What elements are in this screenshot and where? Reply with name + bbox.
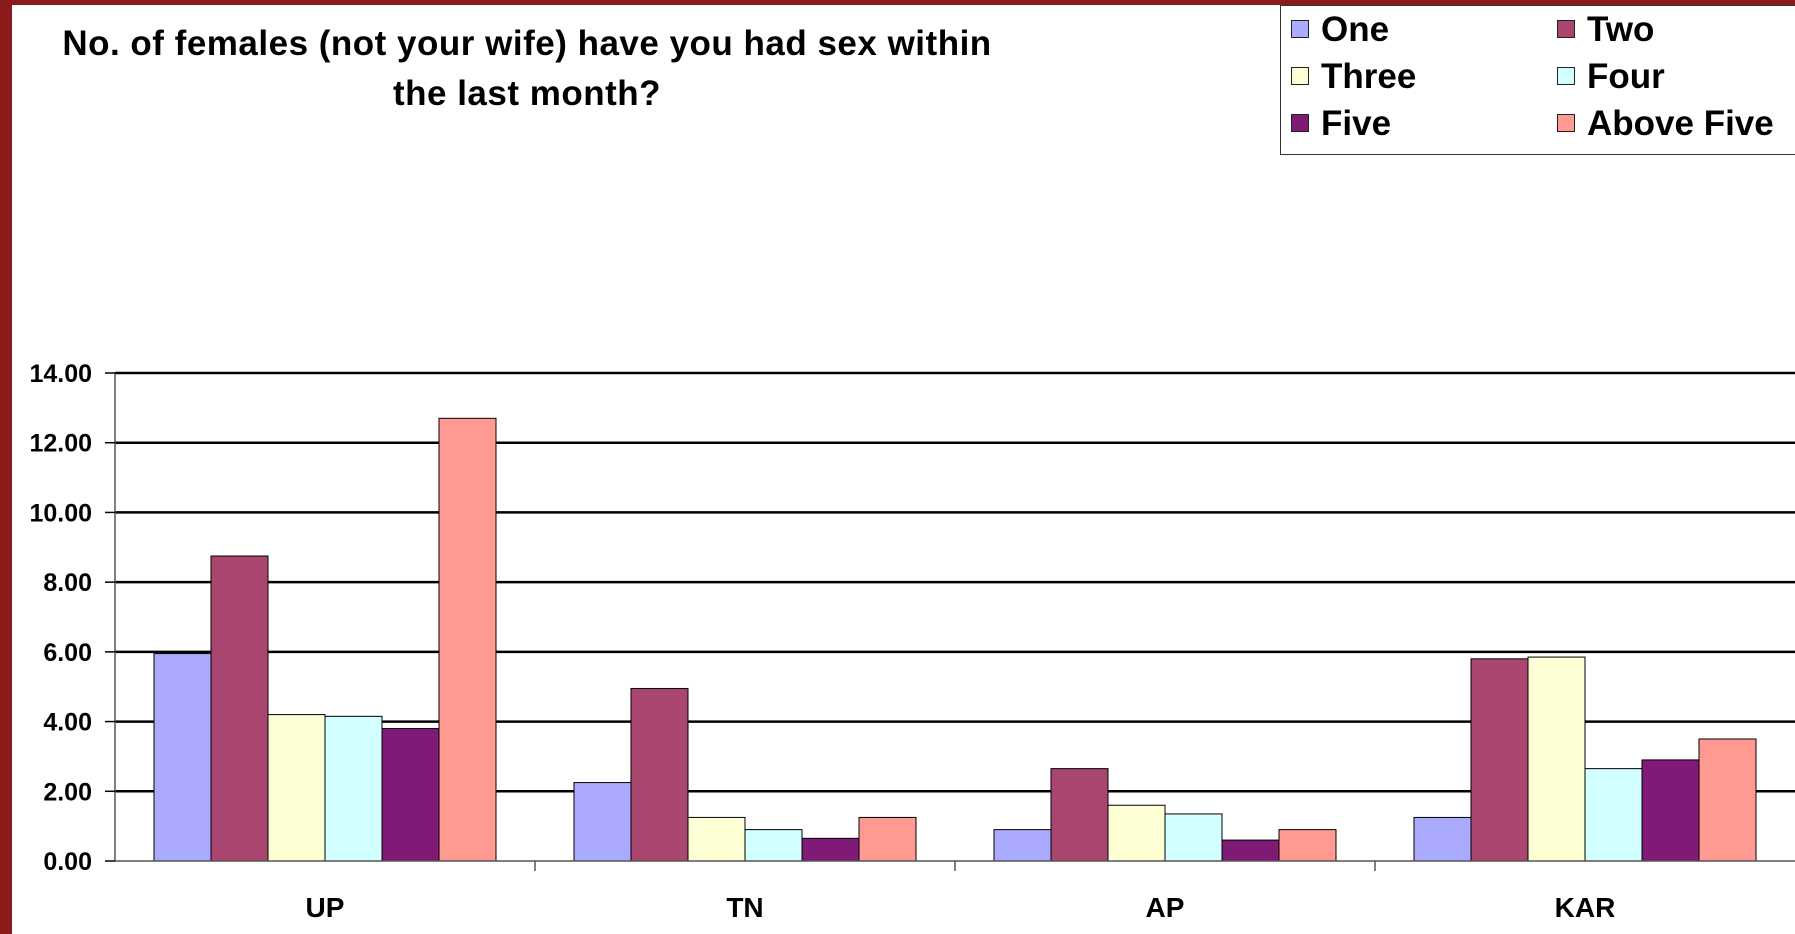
y-tick-label: 12.00 [29,430,92,458]
legend-label: Two [1587,10,1655,49]
y-tick-label: 4.00 [43,709,92,737]
legend-label: Four [1587,57,1665,96]
legend-item-one: One [1291,10,1389,50]
legend-item-four: Four [1557,57,1665,97]
x-category-label: KAR [1555,892,1616,923]
bar-one-ap [993,829,1052,862]
bar-five-ap [1221,839,1280,862]
chart-title: No. of females (not your wife) have you … [12,19,1042,119]
legend-label: Three [1321,57,1417,96]
bar-one-up [153,653,212,862]
bar-four-ap [1164,813,1223,862]
bar-three-up [267,714,326,862]
y-tick-label: 0.00 [43,848,92,876]
legend-swatch [1557,113,1575,132]
legend-item-above-five: Above Five [1557,104,1774,144]
y-tick-label: 10.00 [29,499,92,527]
x-category-label: TN [726,892,763,923]
bar-two-ap [1050,768,1109,862]
chart-title-line-2: the last month? [392,74,662,113]
bar-chart: 0.00 2.00 4.00 6.00 8.00 10.00 12.00 14.00 UP TN… [29,360,1795,923]
legend-swatch [1557,19,1575,38]
legend-swatch [1291,19,1309,38]
bar-above-five-up [438,417,497,862]
legend-swatch [1291,113,1309,132]
bar-one-tn [573,782,632,862]
x-category-label: UP [306,892,345,923]
chart-frame: No. of females (not your wife) have you … [12,5,1795,934]
bar-five-tn [801,837,860,862]
bar-five-up [381,728,440,862]
y-axis-ticks: 0.00 2.00 4.00 6.00 8.00 10.00 12.00 14.00 [29,360,115,876]
y-tick-label: 14.00 [29,360,92,388]
bar-two-up [210,555,269,862]
y-tick-label: 6.00 [43,639,92,667]
bar-above-five-kar [1698,738,1757,862]
legend-item-three: Three [1291,57,1416,97]
y-tick-label: 2.00 [43,778,92,806]
axes [114,373,1795,871]
bar-three-kar [1527,656,1586,862]
bar-three-tn [687,816,746,862]
y-tick-label: 8.00 [43,569,92,597]
bar-five-kar [1641,759,1700,862]
legend-swatch [1557,66,1575,85]
legend-label: One [1321,10,1390,49]
bars [153,417,1757,862]
legend-item-two: Two [1557,10,1654,50]
chart-title-line-1: No. of females (not your wife) have you … [62,24,992,63]
legend-label: Five [1321,104,1392,143]
bar-three-ap [1107,804,1166,862]
bar-four-tn [744,829,803,862]
legend-label: Above Five [1587,104,1774,143]
bar-above-five-ap [1278,829,1337,862]
bar-four-up [324,715,383,862]
bar-one-kar [1413,816,1472,862]
legend-swatch [1291,66,1309,85]
bar-two-kar [1470,658,1529,862]
legend: One Two Three Four Five Above Five [1280,5,1795,155]
x-category-label: AP [1146,892,1185,923]
bar-two-tn [630,687,689,862]
x-axis-categories: UP TN AP KAR [306,892,1616,923]
bar-above-five-tn [858,816,917,862]
legend-item-five: Five [1291,104,1391,144]
bar-four-kar [1584,768,1643,862]
